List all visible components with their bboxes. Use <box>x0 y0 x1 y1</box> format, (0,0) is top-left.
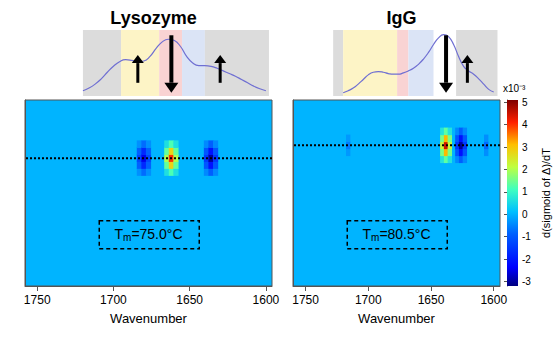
svg-text:1650: 1650 <box>176 293 203 307</box>
svg-text:4: 4 <box>522 119 528 130</box>
svg-text:1750: 1750 <box>292 293 319 307</box>
svg-text:Lysozyme: Lysozyme <box>110 8 196 28</box>
svg-text:1600: 1600 <box>480 293 507 307</box>
svg-text:d(sigmoid of Δ)/dT: d(sigmoid of Δ)/dT <box>540 148 552 238</box>
svg-text:=75.0°C: =75.0°C <box>131 226 182 242</box>
svg-text:1650: 1650 <box>418 293 445 307</box>
svg-text:5: 5 <box>522 97 528 108</box>
svg-text:2: 2 <box>522 164 528 175</box>
svg-text:m: m <box>123 232 131 243</box>
svg-text:0: 0 <box>522 209 528 220</box>
svg-text:Wavenumber: Wavenumber <box>110 311 187 326</box>
svg-text:-2: -2 <box>522 254 531 265</box>
svg-text:1750: 1750 <box>24 293 51 307</box>
svg-text:Wavenumber: Wavenumber <box>358 311 435 326</box>
svg-text:1700: 1700 <box>100 293 127 307</box>
svg-text:-1: -1 <box>522 231 531 242</box>
svg-text:1600: 1600 <box>253 293 280 307</box>
svg-text:-3: -3 <box>522 276 531 287</box>
svg-text:T: T <box>362 225 371 242</box>
svg-text:=80.5°C: =80.5°C <box>379 226 430 242</box>
svg-text:3: 3 <box>522 142 528 153</box>
svg-text:1700: 1700 <box>355 293 382 307</box>
svg-text:1: 1 <box>522 186 528 197</box>
svg-text:T: T <box>114 225 123 242</box>
svg-text:x10⁻³: x10⁻³ <box>503 83 526 94</box>
svg-text:IgG: IgG <box>387 8 417 28</box>
svg-text:m: m <box>371 232 379 243</box>
